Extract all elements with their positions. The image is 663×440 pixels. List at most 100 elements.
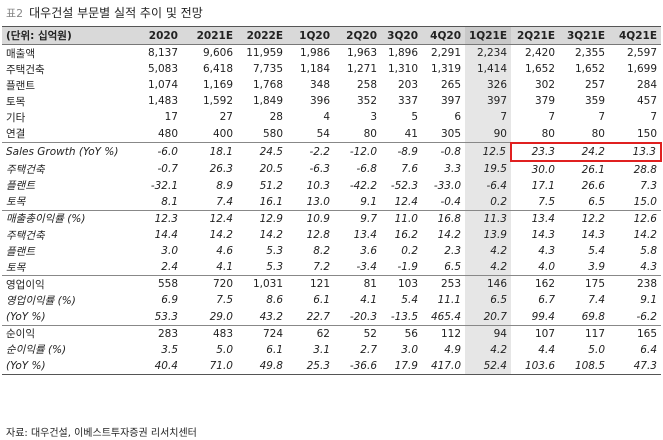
cell: 3.3 <box>444 163 461 176</box>
cell: 359 <box>584 95 605 108</box>
cell: 7 <box>548 111 555 124</box>
cell: 80 <box>334 125 381 144</box>
cell: 3 <box>370 111 377 124</box>
cell: 13.3 <box>609 141 662 162</box>
cell: -1.9 <box>381 259 422 277</box>
cell: 305 <box>422 125 465 144</box>
cell: 26.1 <box>581 163 605 176</box>
table-row: Sales Growth (YoY %) -6.0 18.1 24.5 -2.2 -12.… <box>2 141 662 162</box>
row-label: 주택건축 <box>6 163 45 176</box>
cell: 1,310 <box>387 63 418 76</box>
cell: 13.4 <box>353 229 377 242</box>
cell: 4.4 <box>538 343 555 356</box>
cell: 12.2 <box>581 212 605 225</box>
cell: -2.2 <box>309 145 331 158</box>
cell: 117 <box>584 327 605 340</box>
cell: 10.9 <box>306 212 330 225</box>
cell: 121 <box>309 278 330 291</box>
cell: -42.2 <box>349 179 377 192</box>
table-row: 주택건축 5,083 6,418 7,735 1,184 1,271 1,310 1,319 1… <box>2 61 661 78</box>
cell: 7.5 <box>216 294 233 307</box>
cell: 22.7 <box>287 308 334 326</box>
cell: 14.2 <box>259 229 283 242</box>
table-row: 순이익 283 483 724 62 52 56 112 94 107 117 165 <box>2 325 661 342</box>
cell: 11.0 <box>394 212 418 225</box>
cell: 7.4 <box>588 294 605 307</box>
cell: 5.0 <box>588 343 605 356</box>
cell: 8.6 <box>266 294 283 307</box>
cell: 558 <box>157 278 178 291</box>
cell: 253 <box>440 278 461 291</box>
cell: 3.0 <box>161 245 178 258</box>
table-row: 매출액 8,137 9,606 11,959 1,986 1,963 1,896 2,291 2… <box>2 44 661 62</box>
cell: 2,420 <box>524 47 555 60</box>
cell: 12.4 <box>209 212 233 225</box>
cell: 7,735 <box>252 63 283 76</box>
cell: 4.3 <box>538 245 555 258</box>
cell: 17 <box>164 111 178 124</box>
title: 표2 대우건설 부문별 실적 추이 및 전망 <box>6 4 203 21</box>
table-tag: 표2 <box>6 7 24 20</box>
cell: 16.2 <box>394 229 418 242</box>
cell: -6.4 <box>465 177 511 194</box>
table-title: 대우건설 부문별 실적 추이 및 전망 <box>29 6 203 20</box>
cell: 258 <box>356 79 377 92</box>
cell: -0.4 <box>422 193 465 211</box>
cell: 80 <box>511 125 559 144</box>
row-label: 순이익 <box>6 328 35 341</box>
cell: 71.0 <box>182 357 237 375</box>
cell: 24.5 <box>259 145 283 158</box>
cell: 6.5 <box>422 259 465 277</box>
cell: 302 <box>534 79 555 92</box>
cell: 12.5 <box>465 142 511 161</box>
row-label: 주택건축 <box>6 229 45 242</box>
cell: 9.1 <box>334 193 381 211</box>
cell: -20.3 <box>334 308 381 326</box>
cell: 1,652 <box>574 63 605 76</box>
cell: 457 <box>636 95 657 108</box>
cell: 1,074 <box>147 79 178 92</box>
cell: 3.5 <box>161 343 178 356</box>
cell: 103 <box>397 278 418 291</box>
cell: -6.3 <box>309 163 331 176</box>
row-label: 영업이익 <box>6 278 45 291</box>
cell: 265 <box>440 79 461 92</box>
cell: 11.1 <box>437 294 461 307</box>
cell: 62 <box>316 327 330 340</box>
cell: 52.4 <box>465 357 511 375</box>
cell: 417.0 <box>422 357 465 375</box>
table-row: 플랜트 1,074 1,169 1,768 348 258 203 265 326 302 257 2… <box>2 77 661 94</box>
cell: 2,234 <box>465 44 511 62</box>
cell: 1,652 <box>524 63 555 76</box>
cell: 352 <box>356 95 377 108</box>
cell: 5.8 <box>640 245 657 258</box>
cell: 175 <box>584 278 605 291</box>
cell: 4.0 <box>511 259 559 277</box>
cell: 47.3 <box>609 357 661 375</box>
cell: 397 <box>440 95 461 108</box>
cell: 6.1 <box>266 343 283 356</box>
cell: 94 <box>465 325 511 342</box>
cell: 1,414 <box>465 61 511 78</box>
table-row: 토목 8.1 7.4 16.1 13.0 9.1 12.4 -0.4 0.2 7.5 6.5 15.0 <box>2 193 661 211</box>
table-row: 플랜트 3.0 4.6 5.3 8.2 3.6 0.2 2.3 4.2 4.3 5.4 5.8 <box>2 243 661 260</box>
cell: 99.4 <box>511 308 559 326</box>
cell: 7.3 <box>640 179 657 192</box>
table-row: 토목 1,483 1,592 1,849 396 352 337 397 397 379 359 45… <box>2 93 661 110</box>
cell: 107 <box>534 327 555 340</box>
cell: 165 <box>636 327 657 340</box>
cell: 14.2 <box>209 229 233 242</box>
cell: 14.2 <box>633 229 657 242</box>
column-header: 2020 <box>137 26 182 45</box>
cell: -52.3 <box>390 179 418 192</box>
cell: 4.1 <box>182 259 237 277</box>
table-row: 순이익률 (%) 3.5 5.0 6.1 3.1 2.7 3.0 4.9 4.2 4.4 5.0 6.… <box>2 341 661 358</box>
cell: 11.3 <box>465 210 511 228</box>
cell: 1,699 <box>626 63 657 76</box>
cell: 8.1 <box>137 193 182 211</box>
cell: 7.4 <box>182 193 237 211</box>
cell: 27 <box>219 111 233 124</box>
cell: 162 <box>534 278 555 291</box>
cell: 2,291 <box>430 47 461 60</box>
cell: 6.7 <box>538 294 555 307</box>
